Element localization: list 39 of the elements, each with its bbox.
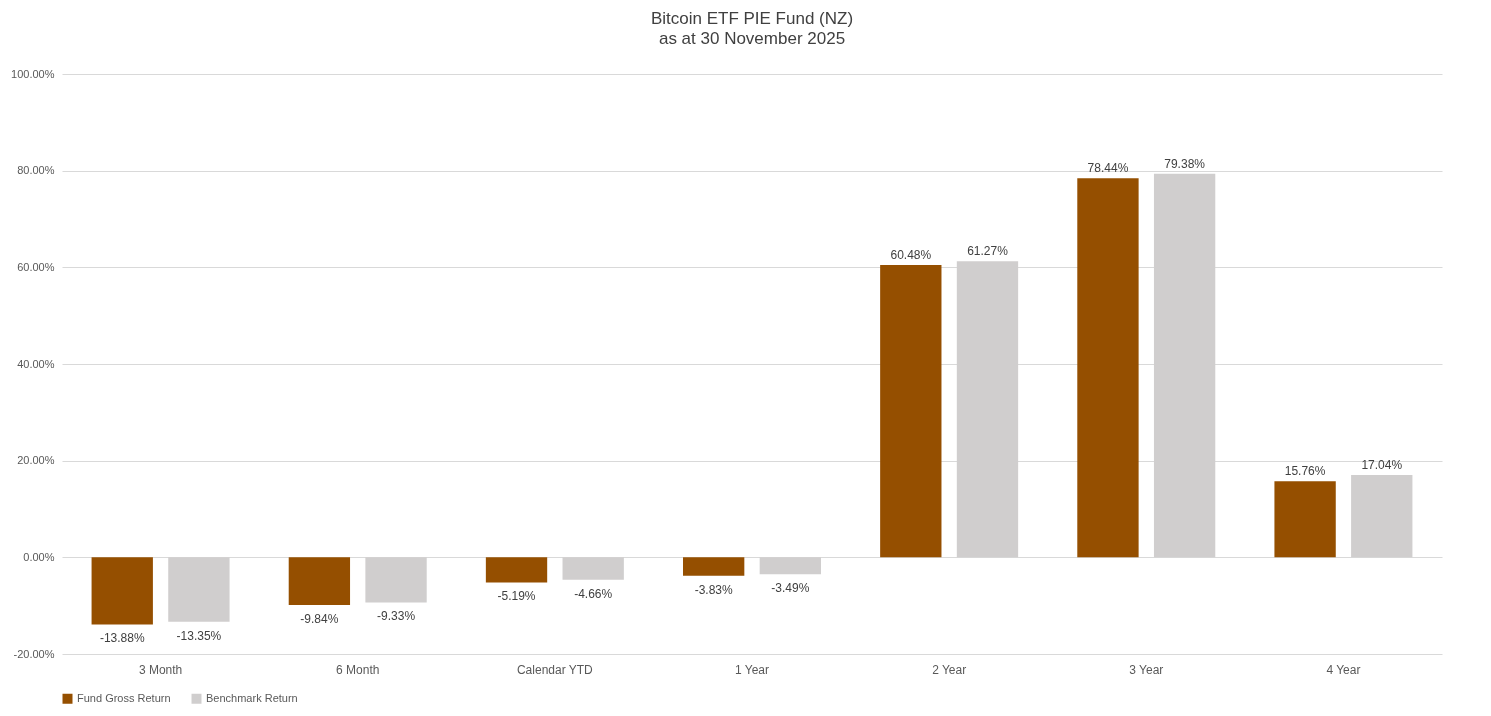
data-label: 61.27%	[967, 244, 1009, 259]
chart-subtitle: as at 30 November 2025	[658, 29, 846, 48]
data-label: 17.04%	[1361, 457, 1403, 472]
y-tick-label: -20.00%	[13, 647, 55, 660]
x-tick-label: 1 Year	[734, 662, 770, 677]
bar	[1274, 481, 1336, 558]
data-label: -13.88%	[99, 631, 145, 646]
data-label: -3.83%	[694, 582, 733, 597]
y-tick-label: 100.00%	[11, 67, 55, 80]
x-tick-label: 4 Year	[1326, 662, 1361, 677]
bar	[1077, 178, 1139, 558]
y-tick-label: 40.00%	[17, 357, 55, 370]
chart-title: Bitcoin ETF PIE Fund (NZ)	[650, 9, 854, 28]
x-tick-label: 6 Month	[336, 662, 380, 677]
y-tick-label: 80.00%	[17, 164, 55, 177]
legend-label: Fund Gross Return	[77, 691, 171, 704]
data-label: -5.19%	[497, 589, 536, 604]
x-tick-label: 2 Year	[932, 662, 967, 677]
data-label: 60.48%	[890, 248, 932, 263]
bar	[91, 557, 153, 625]
legend-label: Benchmark Return	[206, 691, 298, 704]
bar	[485, 557, 548, 583]
y-tick-label: 0.00%	[23, 550, 55, 563]
data-label: 79.38%	[1164, 156, 1206, 171]
x-tick-label: Calendar YTD	[516, 662, 594, 677]
bar	[683, 557, 745, 576]
data-label: -9.33%	[377, 609, 416, 624]
bar	[880, 265, 942, 558]
data-label: 15.76%	[1284, 464, 1326, 479]
data-label: -3.49%	[771, 581, 810, 596]
x-tick-label: 3 Month	[138, 662, 183, 677]
y-tick-label: 60.00%	[17, 260, 55, 273]
x-tick-label: 3 Year	[1129, 662, 1164, 677]
data-label: 78.44%	[1087, 161, 1129, 176]
data-label: -9.84%	[300, 611, 339, 626]
bar	[288, 557, 351, 605]
data-label: -4.66%	[574, 586, 613, 601]
data-label: -13.35%	[176, 628, 222, 643]
y-tick-label: 20.00%	[17, 454, 55, 467]
